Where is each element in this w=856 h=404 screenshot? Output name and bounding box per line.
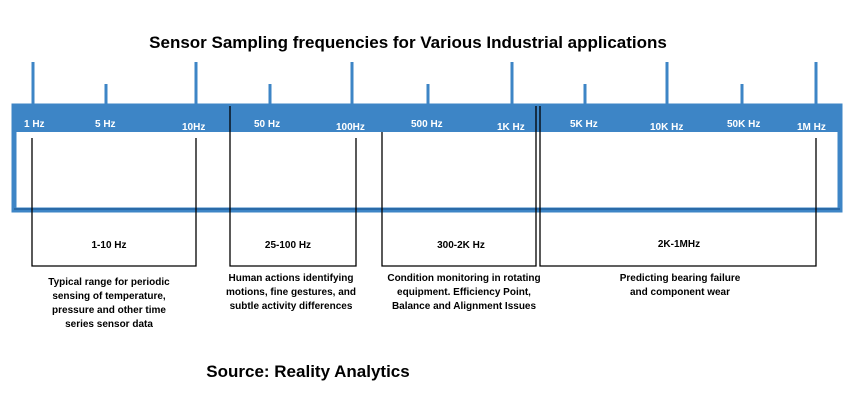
scale-label: 1K Hz <box>497 122 525 133</box>
range-title: 25-100 Hz <box>265 240 311 251</box>
range-description-line: subtle activity differences <box>230 301 353 312</box>
range-description-line: Human actions identifying <box>228 273 353 284</box>
source-caption: Source: Reality Analytics <box>206 362 410 381</box>
range-title: 2K-1MHz <box>658 239 700 250</box>
range-description-line: Predicting bearing failure <box>620 273 741 284</box>
range-bracket <box>539 106 817 267</box>
scale-label: 10K Hz <box>650 122 683 133</box>
range-description-line: series sensor data <box>65 319 153 330</box>
range-description-line: Typical range for periodic <box>48 277 170 288</box>
scale-label: 5K Hz <box>570 119 598 130</box>
range-description-line: motions, fine gestures, and <box>226 287 356 298</box>
range-description-line: Condition monitoring in rotating <box>387 273 540 284</box>
scale-label: 1M Hz <box>797 122 826 133</box>
range-bracket <box>229 106 357 267</box>
scale-label: 10Hz <box>182 122 205 133</box>
page-title: Sensor Sampling frequencies for Various … <box>149 33 667 52</box>
scale-label: 100Hz <box>336 122 365 133</box>
range-title: 1-10 Hz <box>91 240 126 251</box>
range-description-line: equipment. Efficiency Point, <box>397 287 531 298</box>
range-bracket <box>381 106 537 267</box>
frequency-bar-header <box>14 106 840 132</box>
range-description-line: pressure and other time <box>52 305 166 316</box>
scale-label: 1 Hz <box>24 119 45 130</box>
range-description-line: and component wear <box>630 287 730 298</box>
range-title: 300-2K Hz <box>437 240 485 251</box>
range-bracket <box>31 138 197 267</box>
range-description-line: Balance and Alignment Issues <box>392 301 537 312</box>
scale-label: 5 Hz <box>95 119 116 130</box>
scale-label: 50K Hz <box>727 119 760 130</box>
scale-label: 500 Hz <box>411 119 443 130</box>
scale-label: 50 Hz <box>254 119 280 130</box>
range-description-line: sensing of temperature, <box>52 291 166 302</box>
